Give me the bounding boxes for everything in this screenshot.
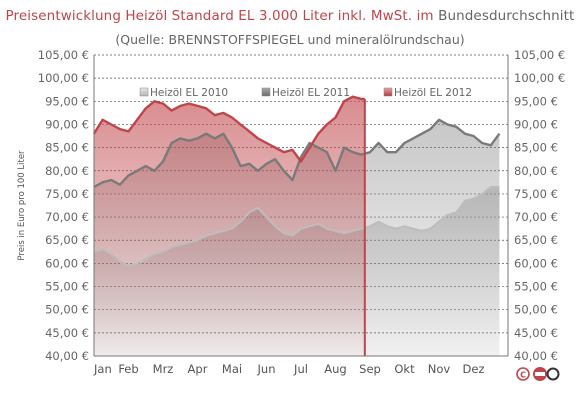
y-tick-label-right-10: 90,00 € [514,117,558,131]
line-series-1 [93,118,501,189]
y-tick-label-right-2: 50,00 € [514,303,558,317]
y-tick-label-right-7: 75,00 € [514,187,558,201]
copyright-icon-letter: C [520,371,526,380]
y-tick-label-left-12: 100,00 € [38,71,89,85]
legend-swatch-2 [383,87,393,97]
y-tick-label-right-5: 65,00 € [514,233,558,247]
area-layer [94,96,500,356]
y-tick-label-right-6: 70,00 € [514,210,558,224]
x-tick-label-5: Jun [257,362,276,376]
legend-swatch-0 [139,87,149,97]
y-tick-label-right-12: 100,00 € [514,71,565,85]
chart-subtitle: (Quelle: BRENNSTOFFSPIEGEL und mineralöl… [115,32,465,47]
y-tick-label-right-0: 40,00 € [514,349,558,363]
x-tick-label-3: Apr [188,362,208,376]
chart-title: Preisentwicklung Heizöl Standard EL 3.00… [0,8,580,24]
y-tick-label-left-13: 105,00 € [38,48,89,62]
legend-label-2: Heizöl EL 2012 [394,87,472,99]
x-tick-label-7: Aug [324,362,346,376]
y-tick-label-left-10: 90,00 € [45,117,89,131]
y-tick-label-left-2: 50,00 € [45,303,89,317]
logo-icon-bar [535,372,545,376]
y-tick-label-left-11: 95,00 € [45,94,89,108]
axis-layer: 40,00 € 40,00 € 45,00 € 45,00 € 50,00 € 50,00… [17,48,565,376]
line-layer [92,95,501,356]
x-tick-label-9: Okt [394,362,415,376]
y-tick-label-right-1: 45,00 € [514,326,558,340]
line-series-2 [92,95,365,163]
y-tick-label-left-4: 60,00 € [45,256,89,270]
copyright-icon [516,367,530,381]
chart-title-region: Bundesdurchschnitt [438,8,575,24]
chart-title-main: Preisentwicklung Heizöl Standard EL 3.00… [5,8,434,24]
y-tick-label-left-8: 80,00 € [45,164,89,178]
x-tick-label-2: Mrz [153,362,174,376]
legend-swatch-1 [261,87,271,97]
legend-label-0: Heizöl EL 2010 [150,87,228,99]
y-tick-label-right-9: 85,00 € [514,141,558,155]
x-tick-label-8: Sep [359,362,381,376]
y-tick-label-right-3: 55,00 € [514,280,558,294]
y-tick-label-left-0: 40,00 € [45,349,89,363]
y-tick-label-right-13: 105,00 € [514,48,565,62]
y-tick-label-left-7: 75,00 € [45,187,89,201]
y-tick-label-left-9: 85,00 € [45,141,89,155]
y-tick-label-left-1: 45,00 € [45,326,89,340]
logo: C [516,367,560,381]
line-series-0 [93,186,500,267]
legend-label-1: Heizöl EL 2011 [272,87,350,99]
y-tick-label-right-8: 80,00 € [514,164,558,178]
y-axis-label: Preis in Euro pro 100 Liter [17,150,27,261]
y-tick-label-right-11: 95,00 € [514,94,558,108]
y-tick-label-left-6: 70,00 € [45,210,89,224]
x-tick-label-4: Mai [222,362,242,376]
y-tick-label-right-4: 60,00 € [514,256,558,270]
logo-icon-ring [546,367,560,381]
x-tick-label-10: Nov [428,362,451,376]
x-tick-label-11: Dez [463,362,485,376]
y-tick-label-left-3: 55,00 € [45,280,89,294]
x-tick-label-0: Jan [93,362,112,376]
x-tick-label-6: Jul [293,362,308,376]
y-tick-label-left-5: 65,00 € [45,233,89,247]
legend: Heizöl EL 2010 Heizöl EL 2011 Heizöl EL 20… [139,87,472,99]
x-tick-label-1: Feb [118,362,138,376]
